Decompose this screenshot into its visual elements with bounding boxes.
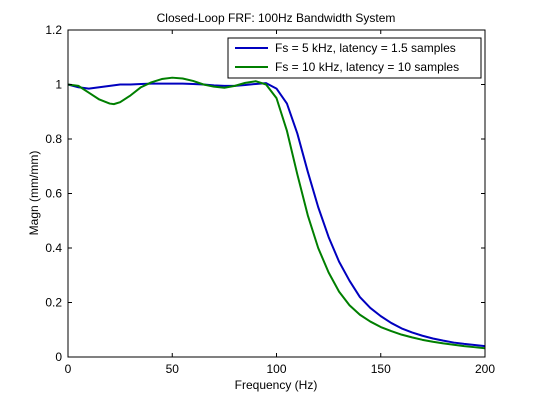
legend-label-fs-10khz: Fs = 10 kHz, latency = 10 samples — [275, 60, 459, 74]
series-layer — [67, 76, 486, 350]
x-tick-label: 0 — [65, 362, 72, 376]
x-tick-label: 50 — [166, 362, 180, 376]
y-axis-label: Magn (mm/mm) — [27, 151, 41, 236]
series-line-1 — [67, 76, 486, 350]
plot-area — [68, 30, 485, 357]
x-tick-label: 100 — [266, 362, 286, 376]
y-tick-label: 0 — [55, 350, 62, 364]
y-tick-label: 0.8 — [45, 132, 62, 146]
x-tick-label: 150 — [371, 362, 391, 376]
y-tick-label: 0.2 — [45, 296, 62, 310]
y-tick-label: 0.4 — [45, 241, 62, 255]
y-tick-label: 1 — [55, 78, 62, 92]
legend: Fs = 5 kHz, latency = 1.5 samples Fs = 1… — [227, 37, 482, 79]
legend-label-fs-5khz: Fs = 5 kHz, latency = 1.5 samples — [275, 41, 456, 55]
series-line-0 — [67, 82, 486, 348]
y-tick-label: 1.2 — [45, 23, 62, 37]
x-tick-label: 200 — [475, 362, 495, 376]
chart-title: Closed-Loop FRF: 100Hz Bandwidth System — [157, 11, 396, 25]
legend-box — [227, 37, 482, 79]
axes-layer: 0 50 100 150 200 0 0.2 0.4 0.6 0.8 1 1.2 — [45, 23, 495, 376]
x-axis-label: Frequency (Hz) — [235, 378, 318, 392]
y-tick-label: 0.6 — [45, 187, 62, 201]
